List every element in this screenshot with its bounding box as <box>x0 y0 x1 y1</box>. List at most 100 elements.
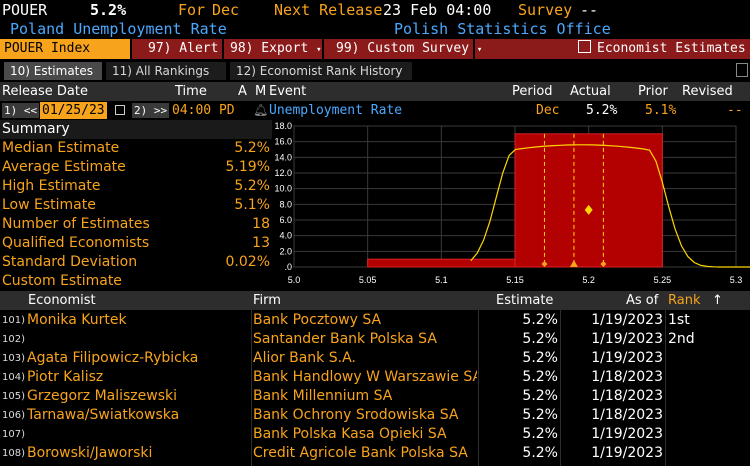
summary-value: 5.1% <box>234 197 270 213</box>
col-rank[interactable]: Rank <box>668 293 701 308</box>
chart-y-tick-label: 14.0 <box>274 152 292 162</box>
event-row: 1) << 01/25/23 2) >> 04:00 PD 🔔︎ Unemplo… <box>0 101 750 120</box>
chart-y-tick-label: 10.0 <box>274 184 292 194</box>
chart-x-tick-label: 5.25 <box>654 275 672 285</box>
summary-row: Low Estimate 5.1% <box>0 196 272 215</box>
chart-x-ticks: 5.0 5.05 5.1 5.15 5.2 5.25 5.3 <box>288 275 743 285</box>
summary-label: High Estimate <box>2 178 101 194</box>
summary-title-row: Summary <box>0 120 272 139</box>
event-name-link[interactable]: Unemployment Rate <box>269 103 403 118</box>
custom-survey-button[interactable]: 99) Custom Survey ▾ <box>336 39 482 59</box>
estimate-value: 5.2% <box>522 312 558 328</box>
table-row[interactable]: 102) Santander Bank Polska SA 5.2% 1/19/… <box>0 330 750 349</box>
col-firm[interactable]: Firm <box>253 293 281 308</box>
estimate-value: 5.2% <box>522 445 558 461</box>
ticker-index-button[interactable]: POUER Index <box>0 39 130 59</box>
tab-economist-rank-history[interactable]: 12) Economist Rank History <box>230 62 412 80</box>
prev-date-button[interactable]: 1) << <box>2 103 40 118</box>
summary-row[interactable]: Custom Estimate <box>0 272 272 291</box>
economist-estimates-label: Economist Estimates <box>597 41 746 56</box>
as-of-date: 1/19/2023 <box>591 350 663 366</box>
chart-y-tick-label: .0 <box>284 262 292 272</box>
chart-x-tick-label: 5.2 <box>582 275 595 285</box>
firm-name: Bank Pocztowy SA <box>253 312 382 328</box>
col-prior: Prior <box>638 84 668 99</box>
col-period: Period <box>512 84 553 99</box>
col-event: Event <box>269 84 307 99</box>
window-toggle-icon[interactable] <box>736 63 748 77</box>
table-row[interactable]: 106) Tarnawa/Swiatkowska Bank Ochrony Sr… <box>0 406 750 425</box>
chart-y-tick-label: 16.0 <box>274 137 292 147</box>
summary-label: Custom Estimate <box>2 273 122 289</box>
chart-markers <box>541 133 607 267</box>
table-row[interactable]: 101) Monika Kurtek Bank Pocztowy SA 5.2%… <box>0 311 750 330</box>
table-row[interactable]: 108) Borowski/Jaworski Credit Agricole B… <box>0 444 750 463</box>
col-as-of[interactable]: As of <box>626 293 659 308</box>
firm-name: Santander Bank Polska SA <box>253 331 437 347</box>
alert-button[interactable]: 97) Alert <box>148 39 218 59</box>
event-prior: 5.1% <box>645 103 677 118</box>
chart-axis-marker <box>569 260 578 267</box>
alert-label: 97) Alert <box>148 41 219 56</box>
period-value: Dec <box>212 1 240 19</box>
tab-estimates[interactable]: 10) Estimates <box>4 62 102 80</box>
tab-all-rankings[interactable]: 11) All Rankings <box>106 62 226 80</box>
calendar-icon[interactable] <box>115 105 125 115</box>
firm-name: Bank Polska Kasa Opieki SA <box>253 426 447 442</box>
summary-label: Standard Deviation <box>2 254 138 270</box>
economist-name: Monika Kurtek <box>27 312 127 328</box>
summary-label: Number of Estimates <box>2 216 150 232</box>
summary-value: 18 <box>252 216 270 232</box>
ticker-code: POUER <box>2 1 48 19</box>
sort-ascending-icon[interactable]: ↑ <box>712 293 723 308</box>
tab-all-rankings-label: 11) All Rankings <box>112 64 210 78</box>
table-row[interactable]: 107) Bank Polska Kasa Opieki SA 5.2% 1/1… <box>0 425 750 444</box>
survey-label: Survey <box>518 1 573 19</box>
table-row[interactable]: 104) Piotr Kalisz Bank Handlowy W Warsza… <box>0 368 750 387</box>
next-date-button[interactable]: 2) >> <box>132 103 170 118</box>
firm-name: Bank Millennium SA <box>253 388 393 404</box>
col-estimate[interactable]: Estimate <box>496 293 554 308</box>
external-link-icon <box>578 40 591 53</box>
col-economist[interactable]: Economist <box>28 293 96 308</box>
as-of-date: 1/19/2023 <box>591 312 663 328</box>
summary-value: 13 <box>252 235 270 251</box>
chart-distribution-curve <box>470 144 750 268</box>
col-actual: Actual <box>570 84 611 99</box>
header-bar: POUER 5.2% For Dec Next Release 23 Feb 0… <box>0 0 750 20</box>
chart-y-ticks: 18.0 16.0 14.0 12.0 10.0 8.0 6.0 4.0 2.0 .0 <box>274 121 292 272</box>
economist-estimates-button[interactable]: Economist Estimates <box>578 39 746 59</box>
firm-name: Bank Handlowy W Warszawie SA <box>253 369 477 385</box>
table-row[interactable]: 103) Agata Filipowicz-Rybicka Alior Bank… <box>0 349 750 368</box>
summary-row: Qualified Economists 13 <box>0 234 272 253</box>
bell-icon[interactable]: 🔔︎ <box>253 103 269 117</box>
summary-row: High Estimate 5.2% <box>0 177 272 196</box>
last-value: 5.2% <box>90 1 127 19</box>
row-number: 105) <box>2 391 25 402</box>
chart-x-tick-label: 5.3 <box>730 275 743 285</box>
table-row[interactable]: 105) Grzegorz Maliszewski Bank Millenniu… <box>0 387 750 406</box>
as-of-date: 1/18/2023 <box>591 369 663 385</box>
chart-curve <box>470 144 750 268</box>
economist-name: Grzegorz Maliszewski <box>27 388 178 404</box>
chart-bar <box>367 258 516 268</box>
chart-axis-marker <box>600 261 607 267</box>
summary-value: 5.2% <box>234 140 270 156</box>
estimate-value: 5.2% <box>522 407 558 423</box>
chart-diamond-marker <box>584 204 593 215</box>
chart-y-tick-label: 2.0 <box>279 246 292 256</box>
release-date-input[interactable]: 01/25/23 <box>40 102 107 119</box>
summary-value: 0.02% <box>225 254 270 270</box>
summary-row: Average Estimate 5.19% <box>0 158 272 177</box>
chart-y-tick-label: 8.0 <box>279 199 292 209</box>
chart-y-tick-label: 4.0 <box>279 231 292 241</box>
col-release-date: Release Date <box>2 84 88 99</box>
firm-name: Bank Ochrony Srodowiska SA <box>253 407 459 423</box>
next-release-label: Next Release <box>274 1 383 19</box>
chart-y-tick-label: 18.0 <box>274 121 292 131</box>
estimate-value: 5.2% <box>522 426 558 442</box>
export-button[interactable]: 98) Export ▾ <box>230 39 322 59</box>
rank-value: 2nd <box>668 331 695 347</box>
tab-bar: 10) Estimates 11) All Rankings 12) Econo… <box>0 61 750 81</box>
summary-row: Standard Deviation 0.02% <box>0 253 272 272</box>
